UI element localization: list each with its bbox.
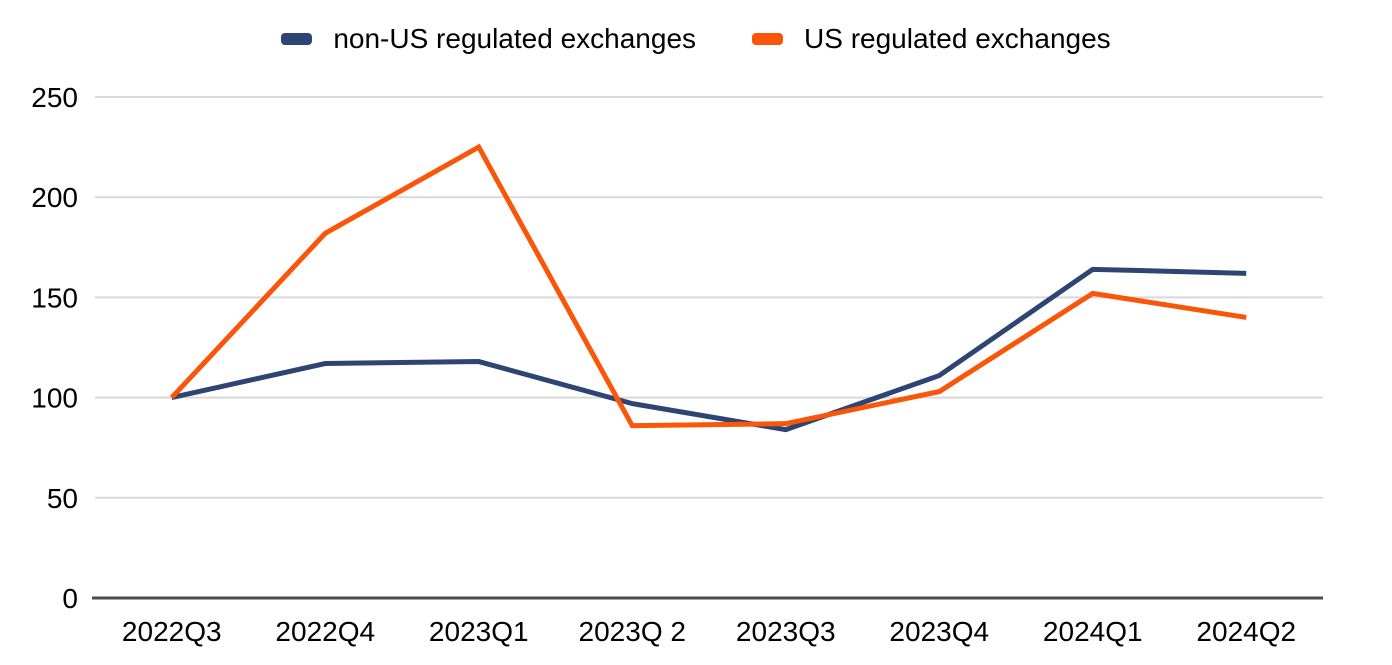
series-line-non-us [171,266,1247,433]
legend-item-us: US regulated exchanges [752,22,1111,56]
y-tick-label-150: 150 [31,282,78,313]
y-tick-label-50: 50 [47,483,78,514]
y-tick-label-0: 0 [62,583,78,614]
x-tick-label-2: 2022Q4 [275,616,375,647]
chart-legend: non-US regulated exchanges US regulated … [0,22,1392,56]
x-tick-label-5: 2023Q3 [736,616,836,647]
x-tick-label-8: 2024Q2 [1196,616,1296,647]
gridlines [95,96,1323,499]
legend-item-non-us: non-US regulated exchanges [281,22,696,56]
x-tick-label-7: 2024Q1 [1043,616,1143,647]
y-tick-label-200: 200 [31,182,78,213]
x-tick-label-4: 2023Q 2 [579,616,686,647]
legend-label-non-us: non-US regulated exchanges [333,23,697,54]
y-axis-tick-labels: 0 50 100 150 200 250 [31,82,78,614]
y-tick-label-100: 100 [31,383,78,414]
legend-swatch-non-us-icon [281,33,313,45]
x-tick-label-1: 2022Q3 [122,616,222,647]
x-tick-label-6: 2023Q4 [889,616,989,647]
y-tick-label-250: 250 [31,82,78,113]
legend-swatch-us-icon [752,33,784,45]
series-lines [169,143,1247,433]
series-line-us [169,143,1247,429]
legend-label-us: US regulated exchanges [804,23,1111,54]
x-axis-tick-labels: 2022Q3 2022Q4 2023Q1 2023Q 2 2023Q3 2023Q4 202… [122,616,1296,647]
x-tick-label-3: 2023Q1 [429,616,529,647]
